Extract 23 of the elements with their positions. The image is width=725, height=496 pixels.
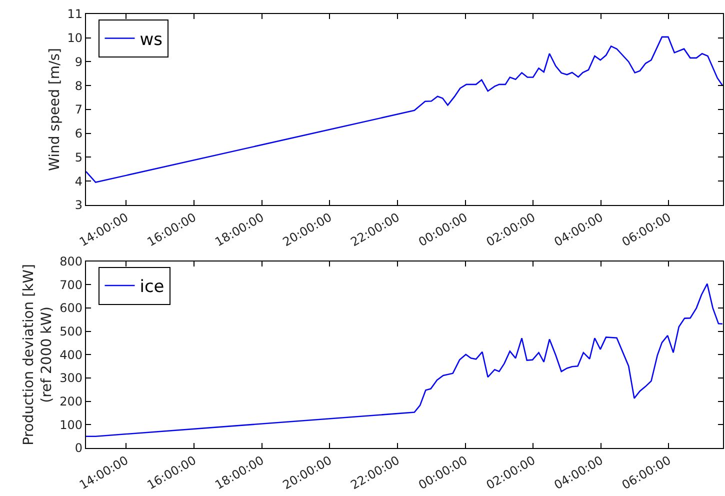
legend-label: ice [140, 277, 164, 298]
y-tick-label: 0 [74, 441, 82, 456]
line-series [86, 36, 723, 183]
y-tick-label: 500 [60, 324, 82, 339]
y-tick-label: 700 [60, 278, 82, 292]
y-tick-label: 400 [60, 348, 82, 362]
y-tick-label: 9 [74, 54, 82, 69]
y-axis-title: Wind speed [m/s] [46, 48, 63, 171]
legend-label: ws [140, 30, 163, 50]
y-tick-label: 5 [74, 150, 82, 164]
y-tick-label: 300 [60, 371, 82, 386]
y-tick-label: 6 [74, 126, 82, 141]
y-axis-title: Production deviation [kW] (ref 2000 kW) [20, 264, 56, 446]
y-tick-label: 200 [60, 394, 82, 409]
y-tick-label: 3 [74, 198, 82, 212]
y-tick-label: 11 [67, 7, 82, 22]
y-tick-label: 10 [67, 31, 82, 46]
y-tick-label: 800 [60, 254, 82, 269]
y-tick-label: 100 [60, 418, 82, 432]
y-tick-label: 4 [74, 174, 82, 188]
y-tick-label: 7 [74, 102, 82, 117]
y-tick-label: 8 [74, 78, 82, 93]
y-tick-label: 600 [60, 301, 82, 316]
